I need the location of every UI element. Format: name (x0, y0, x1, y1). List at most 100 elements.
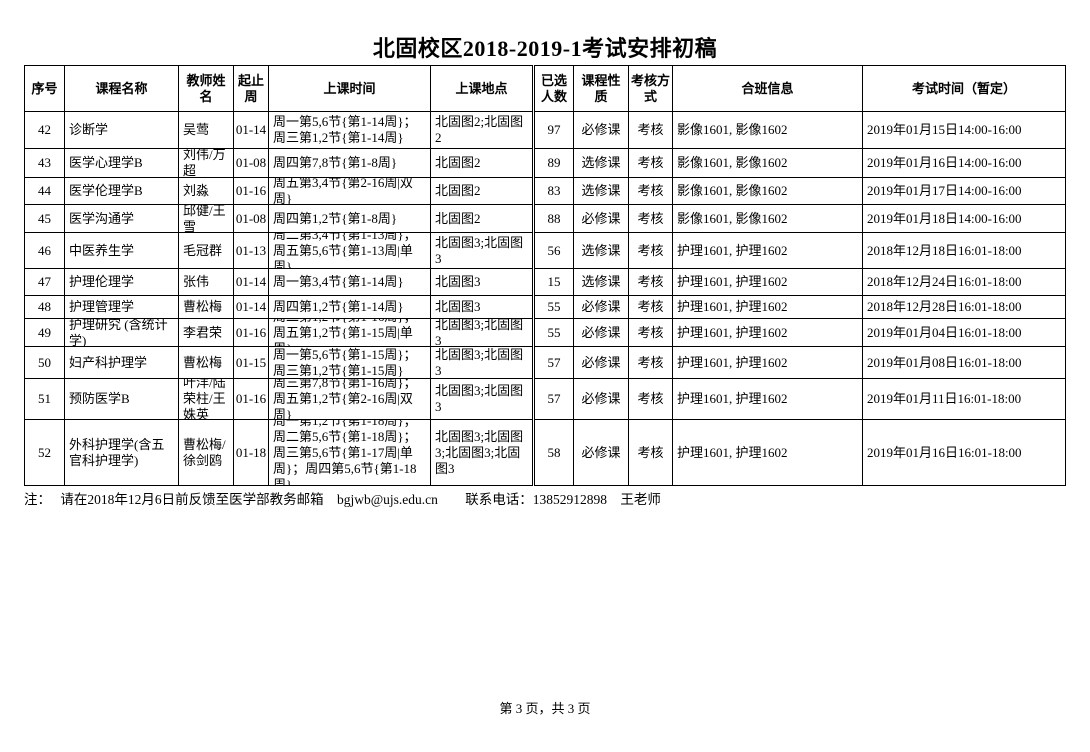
cell-combined-class: 护理1601, 护理1602 (672, 419, 863, 486)
cell-exam-time: 2019年01月18日14:00-16:00 (862, 204, 1066, 233)
cell-teacher: 曹松梅 (178, 295, 234, 319)
cell-weeks: 01-16 (233, 378, 269, 420)
column-header-course-type: 课程性质 (573, 65, 629, 112)
cell-location: 北固图3 (430, 295, 534, 319)
table-row: 44 医学伦理学B 刘淼 01-16 周五第3,4节{第2-16周|双周} 北固… (24, 177, 1066, 205)
column-header-enrolled: 已选人数 (532, 65, 574, 112)
cell-exam-time: 2019年01月16日16:01-18:00 (862, 419, 1066, 486)
cell-course: 预防医学B (64, 378, 179, 420)
cell-class-time: 周二第3,4节{第1-13周}；周五第5,6节{第1-13周|单周} (268, 232, 431, 269)
cell-course: 外科护理学(含五官科护理学) (64, 419, 179, 486)
cell-no: 44 (24, 177, 65, 205)
cell-course-type: 选修课 (573, 268, 629, 296)
cell-assessment: 考核 (628, 204, 673, 233)
cell-course: 护理管理学 (64, 295, 179, 319)
cell-teacher: 曹松梅 (178, 346, 234, 379)
cell-exam-time: 2019年01月15日14:00-16:00 (862, 111, 1066, 149)
cell-course: 中医养生学 (64, 232, 179, 269)
cell-teacher: 曹松梅/徐剑鸥 (178, 419, 234, 486)
cell-teacher: 邱健/王雪 (178, 204, 234, 233)
page-indicator: 第 3 页，共 3 页 (499, 701, 591, 716)
cell-location: 北固图3;北固图3;北固图3;北固图3 (430, 419, 534, 486)
cell-weeks: 01-08 (233, 148, 269, 178)
cell-course-type: 必修课 (573, 419, 629, 486)
cell-combined-class: 护理1601, 护理1602 (672, 318, 863, 347)
table-row: 49 护理研究 (含统计学) 李君荣 01-16 周二第1,2节{第1-16周}… (24, 318, 1066, 347)
cell-location: 北固图3;北固图3 (430, 232, 534, 269)
cell-course-type: 选修课 (573, 177, 629, 205)
cell-assessment: 考核 (628, 148, 673, 178)
column-header-location: 上课地点 (430, 65, 534, 112)
cell-combined-class: 影像1601, 影像1602 (672, 204, 863, 233)
cell-location: 北固图3;北固图3 (430, 346, 534, 379)
cell-exam-time: 2018年12月18日16:01-18:00 (862, 232, 1066, 269)
column-header-course: 课程名称 (64, 65, 179, 112)
cell-no: 42 (24, 111, 65, 149)
column-header-assessment: 考核方式 (628, 65, 673, 112)
cell-course-type: 必修课 (573, 346, 629, 379)
cell-enrolled: 15 (532, 268, 574, 296)
table-row: 46 中医养生学 毛冠群 01-13 周二第3,4节{第1-13周}；周五第5,… (24, 232, 1066, 269)
cell-class-time: 周一第5,6节{第1-14周}；周三第1,2节{第1-14周} (268, 111, 431, 149)
cell-course-type: 必修课 (573, 111, 629, 149)
cell-assessment: 考核 (628, 378, 673, 420)
cell-combined-class: 影像1601, 影像1602 (672, 177, 863, 205)
column-header-exam-time: 考试时间（暂定） (862, 65, 1066, 112)
table-row: 45 医学沟通学 邱健/王雪 01-08 周四第1,2节{第1-8周} 北固图2… (24, 204, 1066, 233)
cell-location: 北固图3;北固图3 (430, 378, 534, 420)
table-row: 52 外科护理学(含五官科护理学) 曹松梅/徐剑鸥 01-18 周一第1,2节{… (24, 419, 1066, 486)
cell-class-time: 周四第1,2节{第1-8周} (268, 204, 431, 233)
cell-assessment: 考核 (628, 111, 673, 149)
table-body: 42 诊断学 吴莺 01-14 周一第5,6节{第1-14周}；周三第1,2节{… (24, 111, 1066, 486)
cell-assessment: 考核 (628, 295, 673, 319)
cell-assessment: 考核 (628, 268, 673, 296)
table-row: 43 医学心理学B 刘伟/万超 01-08 周四第7,8节{第1-8周} 北固图… (24, 148, 1066, 178)
cell-course: 医学心理学B (64, 148, 179, 178)
column-header-no: 序号 (24, 65, 65, 112)
cell-assessment: 考核 (628, 232, 673, 269)
cell-no: 51 (24, 378, 65, 420)
cell-class-time: 周二第1,2节{第1-16周}；周五第1,2节{第1-15周|单周} (268, 318, 431, 347)
column-header-weeks: 起止周 (233, 65, 269, 112)
cell-teacher: 毛冠群 (178, 232, 234, 269)
table-row: 42 诊断学 吴莺 01-14 周一第5,6节{第1-14周}；周三第1,2节{… (24, 111, 1066, 149)
note-email: bgjwb@ujs.edu.cn (337, 492, 438, 507)
cell-no: 49 (24, 318, 65, 347)
cell-teacher: 叶洋/陆荣柱/王姝英 (178, 378, 234, 420)
cell-course: 护理研究 (含统计学) (64, 318, 179, 347)
cell-teacher: 刘淼 (178, 177, 234, 205)
cell-enrolled: 97 (532, 111, 574, 149)
cell-combined-class: 护理1601, 护理1602 (672, 268, 863, 296)
cell-teacher: 刘伟/万超 (178, 148, 234, 178)
cell-weeks: 01-14 (233, 295, 269, 319)
table-header-row: 序号 课程名称 教师姓名 起止周 上课时间 上课地点 已选人数 课程性质 考核方… (24, 65, 1066, 112)
cell-enrolled: 57 (532, 378, 574, 420)
cell-enrolled: 58 (532, 419, 574, 486)
cell-class-time: 周一第5,6节{第1-15周}；周三第1,2节{第1-15周} (268, 346, 431, 379)
cell-course-type: 选修课 (573, 148, 629, 178)
note-contact: 王老师 (620, 492, 661, 507)
cell-exam-time: 2019年01月08日16:01-18:00 (862, 346, 1066, 379)
cell-enrolled: 55 (532, 295, 574, 319)
cell-course: 诊断学 (64, 111, 179, 149)
cell-course: 医学伦理学B (64, 177, 179, 205)
cell-teacher: 李君荣 (178, 318, 234, 347)
cell-exam-time: 2019年01月11日16:01-18:00 (862, 378, 1066, 420)
cell-location: 北固图2 (430, 148, 534, 178)
cell-location: 北固图3 (430, 268, 534, 296)
cell-teacher: 张伟 (178, 268, 234, 296)
cell-class-time: 周一第3,4节{第1-14周} (268, 268, 431, 296)
cell-course-type: 必修课 (573, 295, 629, 319)
cell-course: 妇产科护理学 (64, 346, 179, 379)
exam-schedule-table: 序号 课程名称 教师姓名 起止周 上课时间 上课地点 已选人数 课程性质 考核方… (24, 65, 1066, 486)
cell-combined-class: 护理1601, 护理1602 (672, 346, 863, 379)
cell-combined-class: 影像1601, 影像1602 (672, 148, 863, 178)
cell-course-type: 必修课 (573, 378, 629, 420)
table-row: 48 护理管理学 曹松梅 01-14 周四第1,2节{第1-14周} 北固图3 … (24, 295, 1066, 319)
cell-course-type: 选修课 (573, 232, 629, 269)
cell-teacher: 吴莺 (178, 111, 234, 149)
cell-location: 北固图2;北固图2 (430, 111, 534, 149)
cell-class-time: 周四第7,8节{第1-8周} (268, 148, 431, 178)
table-row: 51 预防医学B 叶洋/陆荣柱/王姝英 01-16 周三第7,8节{第1-16周… (24, 378, 1066, 420)
cell-no: 47 (24, 268, 65, 296)
